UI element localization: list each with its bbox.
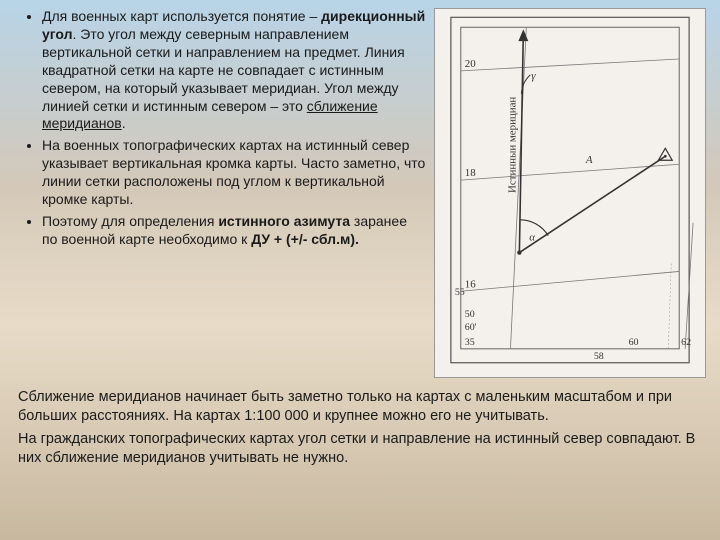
text-segment: Для военных карт используется понятие – (42, 8, 321, 24)
grid-label: 50 (465, 309, 475, 320)
angle-A: A (585, 154, 593, 166)
grid-label: 20 (465, 58, 476, 70)
grid-label: 58 (594, 351, 604, 362)
paragraph: На гражданских топографических картах уг… (18, 430, 702, 468)
bullet-item: Поэтому для определения истинного азимут… (42, 213, 426, 249)
bullet-item: На военных топографических картах на ист… (42, 137, 426, 209)
grid-label: 35 (465, 337, 475, 348)
angle-gamma: γ (531, 70, 536, 82)
grid-label: 18 (465, 167, 476, 179)
grid-label: 62 (681, 337, 691, 348)
bullet-list: Для военных карт используется понятие – … (14, 8, 426, 249)
paragraph: Сближение меридианов начинает быть замет… (18, 388, 702, 426)
grid-label: 60 (629, 337, 639, 348)
grid-label: 55 (455, 287, 465, 298)
grid-label: 16 (465, 278, 476, 290)
meridian-label: Истинныи мерициан (506, 97, 518, 193)
angle-alpha: α (529, 232, 535, 244)
text-segment: . (122, 115, 126, 131)
bullet-text-column: Для военных карт используется понятие – … (14, 8, 434, 378)
text-segment: На военных топографических картах на ист… (42, 137, 425, 207)
map-diagram: 20 18 16 55 50 60' 35 60 62 58 α γ A Ист… (434, 8, 706, 378)
text-segment: Поэтому для определения (42, 213, 218, 229)
bullet-item: Для военных карт используется понятие – … (42, 8, 426, 133)
bottom-paragraphs: Сближение меридианов начинает быть замет… (14, 388, 706, 471)
text-segment: истинного азимута (218, 213, 350, 229)
grid-label: 60' (465, 322, 477, 333)
text-segment: ДУ + (+/- сбл.м). (251, 231, 359, 247)
